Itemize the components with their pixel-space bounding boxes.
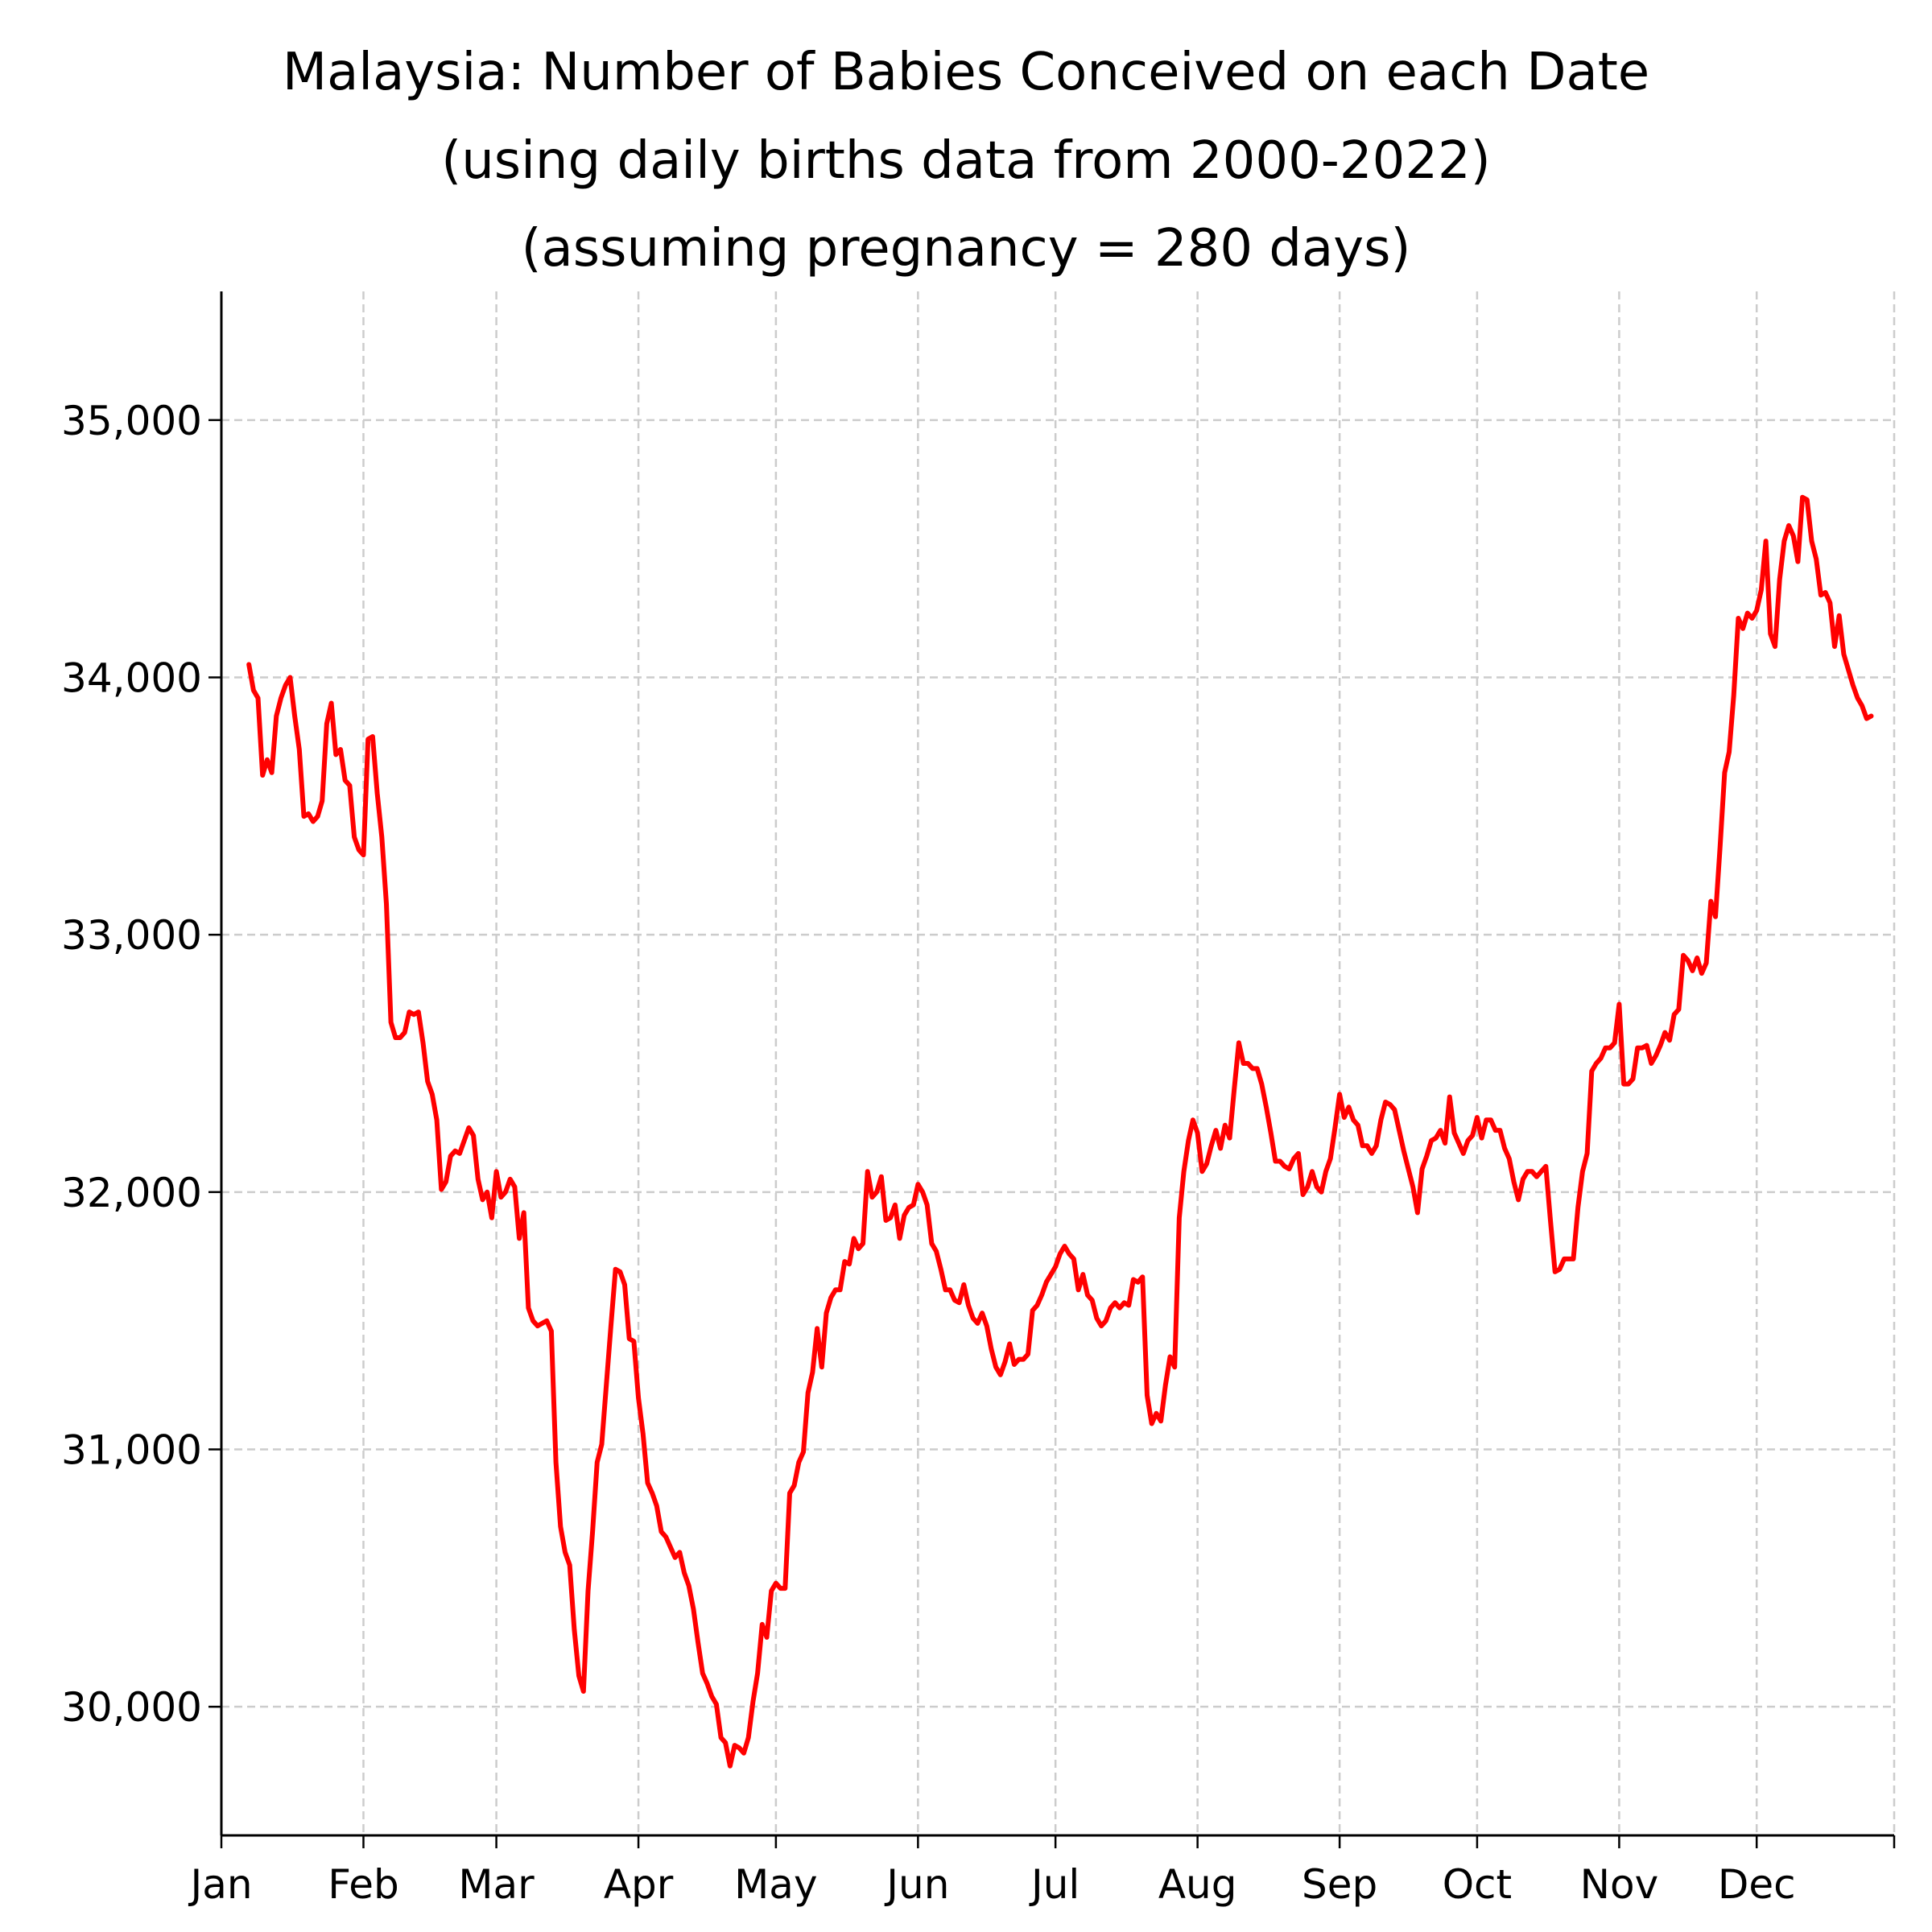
x-tick-label: Oct <box>1443 1861 1512 1908</box>
y-tick-label: 35,000 <box>61 398 202 444</box>
y-tick-label: 32,000 <box>61 1170 202 1216</box>
x-tick-label: Jan <box>188 1861 252 1908</box>
y-tick-label: 33,000 <box>61 912 202 959</box>
chart-title-line-2: (using daily births data from 2000-2022) <box>441 131 1491 191</box>
axes <box>220 291 1894 1837</box>
x-tick-label: May <box>734 1861 817 1908</box>
x-tick-label: Dec <box>1718 1861 1796 1908</box>
x-tick-label: Jun <box>884 1861 949 1908</box>
x-tick-label: Mar <box>458 1861 535 1908</box>
grid-lines <box>220 291 1896 1835</box>
x-tick-label: Aug <box>1158 1861 1237 1908</box>
chart-title-line-1: Malaysia: Number of Babies Conceived on … <box>282 43 1650 102</box>
series-line <box>246 494 1874 1769</box>
x-tick-label: Feb <box>328 1861 399 1908</box>
chart-title-line-3: (assuming pregnancy = 280 days) <box>521 219 1411 279</box>
x-tick-label: Sep <box>1302 1861 1377 1908</box>
x-ticks: Jan Feb Mar Apr May Jun Jul Aug Sep Oct Nov Dec <box>188 1835 1896 1908</box>
y-ticks: 30,000 31,000 32,000 33,000 34,000 35,000 <box>61 398 221 1731</box>
y-tick-label: 34,000 <box>61 655 202 702</box>
y-tick-label: 31,000 <box>61 1427 202 1474</box>
x-tick-label: Apr <box>604 1861 674 1908</box>
x-tick-label: Nov <box>1580 1861 1659 1908</box>
x-tick-label: Jul <box>1029 1861 1080 1908</box>
y-tick-label: 30,000 <box>61 1684 202 1731</box>
